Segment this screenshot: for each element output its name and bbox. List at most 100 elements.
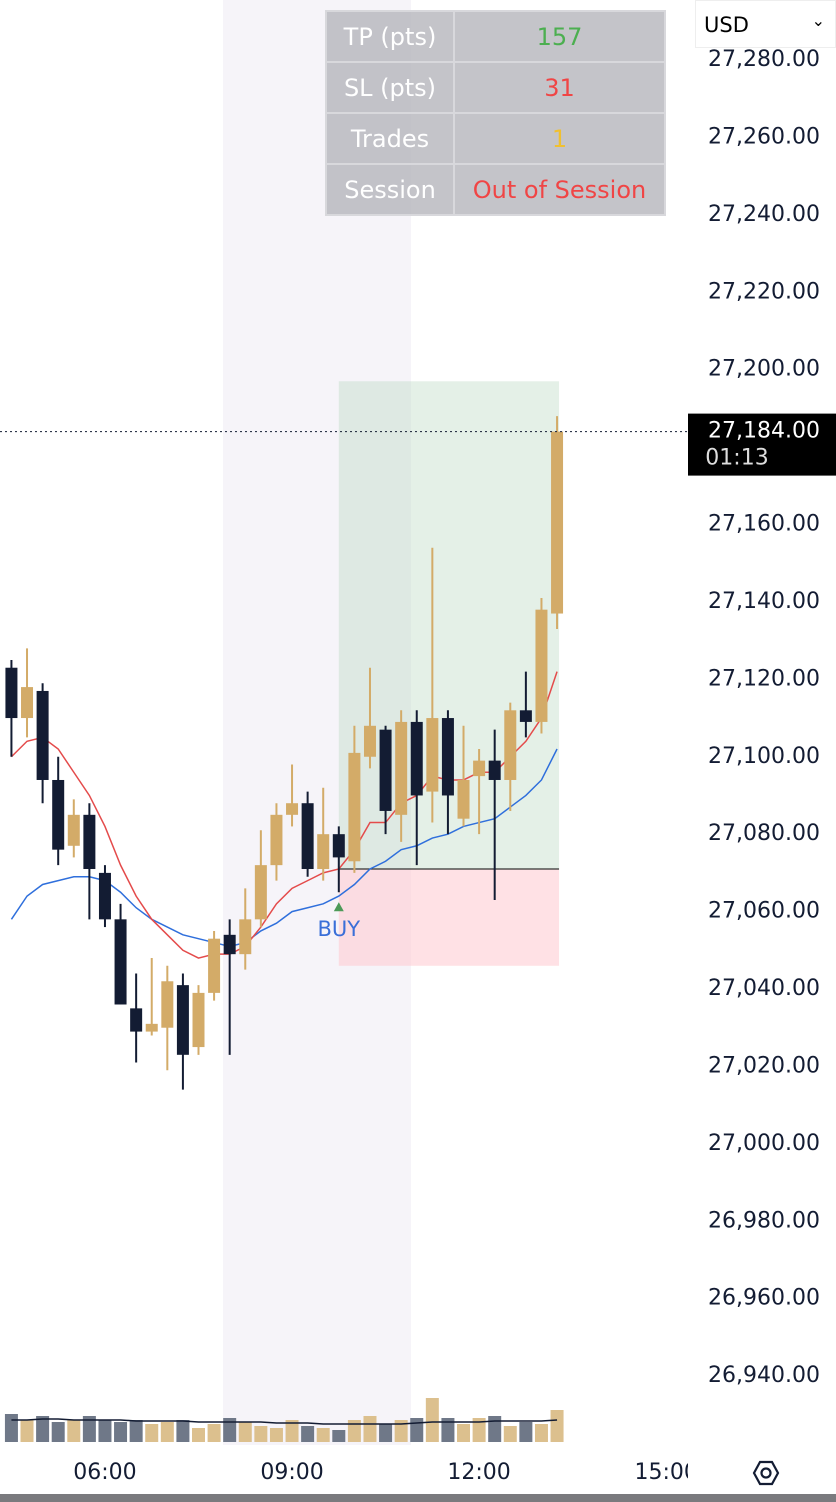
candle-body [145, 1023, 158, 1032]
y-tick-label: 27,220.00 [708, 279, 820, 304]
volume-bar [394, 1420, 408, 1442]
candle-body [395, 721, 408, 815]
candle-body [363, 725, 376, 757]
indicator-line [10, 671, 558, 959]
candle-body [410, 721, 423, 796]
x-tick-label: 09:00 [260, 1460, 323, 1485]
stat-value: Out of Session [453, 163, 666, 216]
candle-body [426, 718, 439, 792]
y-tick-label: 26,940.00 [708, 1363, 820, 1388]
candle-body [114, 919, 127, 1005]
volume-bar [238, 1422, 252, 1442]
candle-body [270, 814, 283, 866]
volume-bar [379, 1424, 393, 1442]
candle-body [52, 779, 65, 850]
currency-label: USD [704, 13, 749, 37]
y-tick-label: 27,140.00 [708, 589, 820, 614]
volume-bar [347, 1420, 361, 1442]
y-tick-label: 27,060.00 [708, 899, 820, 924]
volume-bar [301, 1426, 315, 1442]
stat-value: 157 [453, 10, 666, 63]
settings-icon[interactable] [752, 1460, 780, 1486]
candle-body [519, 710, 532, 722]
volume-bar [51, 1422, 65, 1442]
volume-bar [207, 1424, 221, 1442]
volume-bar [550, 1410, 564, 1442]
countdown-label: 01:13 [705, 446, 768, 471]
volume-bar [176, 1420, 190, 1442]
candle-body [254, 865, 267, 920]
candle-body [239, 919, 252, 955]
volume-bar [223, 1418, 237, 1442]
candle-body [488, 760, 501, 780]
candle-body [176, 985, 189, 1055]
y-tick-label: 27,080.00 [708, 821, 820, 846]
y-tick-label: 27,100.00 [708, 744, 820, 769]
candle-body [332, 834, 345, 858]
stat-label: Session [325, 163, 455, 216]
volume-bar [82, 1416, 96, 1442]
candle-body [36, 690, 49, 780]
indicator-line [11, 1418, 558, 1425]
price-axis [688, 0, 836, 1450]
candle-body [67, 814, 80, 846]
volume-bar [488, 1416, 502, 1442]
stat-label: Trades [325, 112, 455, 165]
last-price-box [688, 413, 836, 476]
y-tick-label: 26,960.00 [708, 1286, 820, 1311]
volume-bar [285, 1420, 299, 1442]
y-tick-label: 27,040.00 [708, 976, 820, 1001]
volume-bar [519, 1422, 533, 1442]
signal-marker [333, 902, 344, 912]
volume-bar [269, 1428, 283, 1442]
stat-value: 1 [453, 112, 666, 165]
signal-label: BUY [317, 917, 360, 941]
volume-bar [160, 1422, 174, 1442]
x-tick-label: 12:00 [447, 1460, 510, 1485]
volume-bar [20, 1420, 34, 1442]
currency-dropdown[interactable]: USD ⌄ [695, 0, 836, 48]
candle-body [535, 609, 548, 722]
volume-bar [4, 1414, 18, 1442]
x-tick-label: 15:00 [634, 1460, 697, 1485]
candle-body [551, 431, 564, 614]
candle-body [286, 803, 299, 815]
candle-body [457, 779, 470, 819]
candle-body [223, 934, 236, 955]
volume-bar [254, 1426, 268, 1442]
volume-bar [441, 1418, 455, 1442]
y-tick-label: 26,980.00 [708, 1208, 820, 1233]
volume-bar [98, 1420, 112, 1442]
candle-body [98, 872, 111, 920]
volume-bar [316, 1428, 330, 1442]
chevron: ⌄ [811, 11, 825, 30]
volume-bar [36, 1416, 50, 1442]
candle-body [348, 752, 361, 862]
stat-label: TP (pts) [325, 10, 455, 63]
stat-value: 31 [453, 61, 666, 114]
y-tick-label: 27,200.00 [708, 357, 820, 382]
stat-label: SL (pts) [325, 61, 455, 114]
candle-body [161, 981, 174, 1028]
last-price-label: 27,184.00 [708, 419, 820, 444]
candle-body [21, 687, 34, 719]
y-tick-label: 27,260.00 [708, 124, 820, 149]
candle-body [379, 729, 392, 811]
candle-body [473, 760, 486, 777]
session-shade [223, 0, 411, 1445]
y-tick-label: 27,160.00 [708, 512, 820, 537]
stats-table: TP (pts) 157 SL (pts) 31 Trades 1 Session Ou… [325, 10, 666, 216]
volume-bar [332, 1430, 346, 1442]
candle-body [301, 803, 314, 870]
volume-bar [472, 1418, 486, 1442]
volume-bar [145, 1424, 159, 1442]
candle-body [504, 710, 517, 780]
volume-bar [503, 1426, 517, 1442]
volume-bar [410, 1418, 424, 1442]
volume-bar [129, 1420, 143, 1442]
volume-bar [425, 1398, 439, 1442]
y-tick-label: 27,020.00 [708, 1053, 820, 1078]
y-tick-label: 27,240.00 [708, 202, 820, 227]
